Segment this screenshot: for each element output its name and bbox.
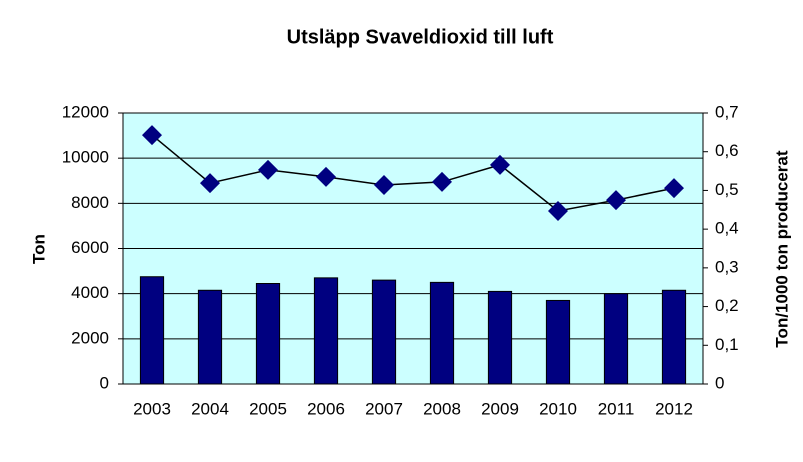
marker [258, 159, 278, 180]
y2-tick-label: 0,7 [715, 102, 739, 121]
y-tick-label: 2000 [71, 328, 109, 347]
bar [139, 276, 165, 385]
x-tick-label: 2004 [191, 399, 229, 418]
y2-tick-label: 0,3 [715, 257, 739, 276]
y2-tick-label: 0 [715, 373, 724, 392]
marker [374, 175, 394, 196]
bar [487, 290, 513, 385]
y2-tick-label: 0,1 [715, 335, 739, 354]
bar [603, 293, 629, 385]
y-tick-label: 10000 [62, 148, 109, 167]
x-tick-label: 2005 [249, 399, 287, 418]
marker [548, 200, 568, 221]
x-tick-label: 2012 [655, 399, 693, 418]
y2-tick-label: 0,6 [715, 141, 739, 160]
chart-title: Utsläpp Svaveldioxid till luft [287, 26, 554, 48]
marker [316, 166, 336, 187]
bar [313, 277, 339, 385]
bar [197, 289, 223, 385]
y2-axis-title: Ton/1000 ton producerat [772, 150, 791, 347]
y-tick-label: 12000 [62, 102, 109, 121]
line [151, 134, 675, 212]
y-axis-title: Ton [29, 234, 48, 264]
bar [429, 281, 455, 385]
y2-tick-label: 0,2 [715, 296, 739, 315]
marker [664, 178, 684, 199]
bar [661, 289, 687, 385]
marker [142, 125, 162, 146]
y-tick-label: 8000 [71, 193, 109, 212]
x-tick-label: 2006 [307, 399, 345, 418]
marker [432, 171, 452, 192]
y2-tick-label: 0,4 [715, 219, 739, 238]
bar [545, 299, 571, 385]
bar [255, 283, 281, 385]
y-tick-label: 4000 [71, 283, 109, 302]
x-tick-label: 2010 [539, 399, 577, 418]
y-tick-label: 0 [100, 373, 109, 392]
y2-tick-label: 0,5 [715, 180, 739, 199]
bar [371, 279, 397, 385]
x-tick-label: 2008 [423, 399, 461, 418]
marker [606, 190, 626, 211]
y-tick-label: 6000 [71, 238, 109, 257]
x-tick-label: 2003 [133, 399, 171, 418]
marker [490, 154, 510, 175]
x-tick-label: 2011 [598, 399, 635, 418]
x-tick-label: 2009 [481, 399, 519, 418]
x-tick-label: 2007 [365, 399, 403, 418]
marker [200, 173, 220, 194]
